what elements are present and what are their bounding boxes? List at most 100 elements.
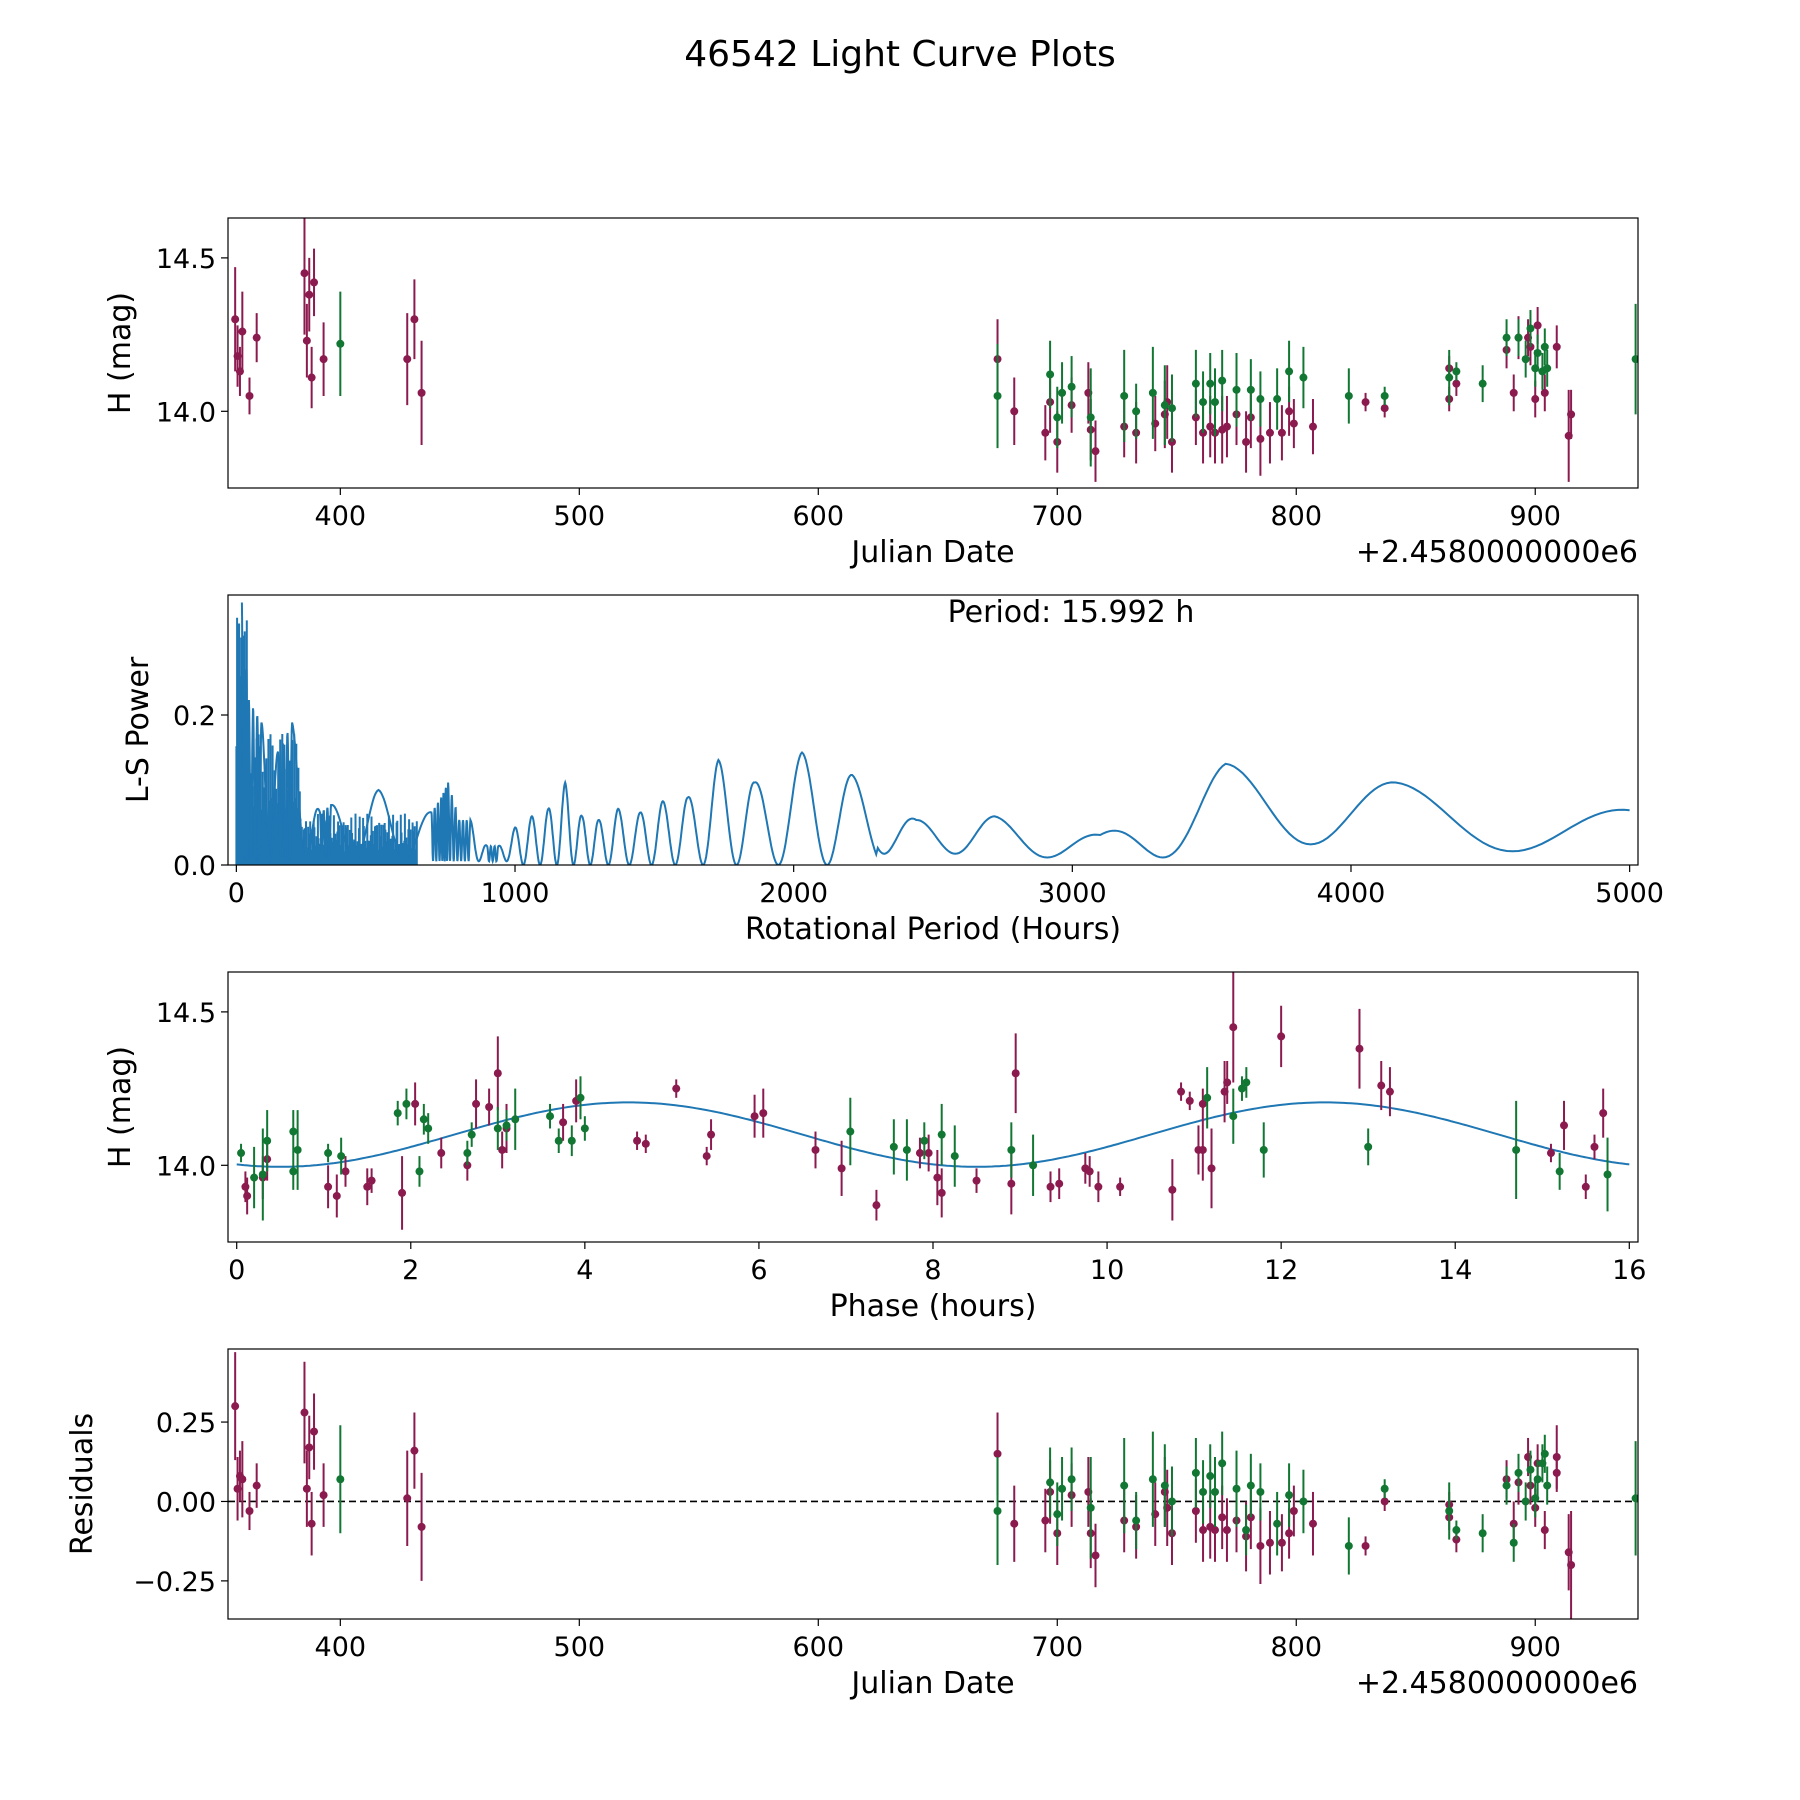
x-tick-label: 900 bbox=[1509, 1632, 1561, 1663]
data-point bbox=[1285, 367, 1294, 376]
data-point bbox=[1055, 1179, 1064, 1188]
data-point bbox=[1555, 1167, 1564, 1176]
data-point bbox=[972, 1176, 981, 1185]
periodogram-xlabel: Rotational Period (Hours) bbox=[745, 912, 1121, 947]
x-tick-label: 500 bbox=[554, 1632, 606, 1663]
data-point bbox=[1058, 388, 1067, 397]
x-tick-label: 4 bbox=[576, 1255, 593, 1286]
data-point bbox=[1380, 1497, 1389, 1506]
x-tick-label: 600 bbox=[793, 1632, 845, 1663]
data-point bbox=[403, 1494, 412, 1503]
data-point bbox=[410, 1446, 419, 1455]
data-point bbox=[1361, 398, 1370, 407]
data-point bbox=[1509, 388, 1518, 397]
data-point bbox=[1120, 1481, 1129, 1490]
data-point bbox=[846, 1127, 855, 1136]
data-point bbox=[580, 1124, 589, 1133]
data-point bbox=[1120, 391, 1129, 400]
data-point bbox=[1344, 1541, 1353, 1550]
data-point bbox=[1206, 422, 1215, 431]
x-tick-label: 0 bbox=[228, 878, 245, 909]
x-tick-label: 400 bbox=[315, 1632, 367, 1663]
data-point bbox=[367, 1176, 376, 1185]
data-point bbox=[243, 1191, 252, 1200]
data-point bbox=[1289, 1507, 1298, 1515]
data-point bbox=[554, 1136, 563, 1145]
data-point bbox=[1242, 1078, 1251, 1087]
data-point bbox=[750, 1112, 759, 1121]
data-point bbox=[310, 1427, 319, 1436]
data-point bbox=[241, 1182, 250, 1191]
data-point bbox=[319, 355, 328, 364]
data-point bbox=[307, 373, 316, 382]
data-point bbox=[1256, 1541, 1265, 1550]
data-point bbox=[1198, 1145, 1207, 1154]
data-point bbox=[1445, 373, 1454, 382]
data-point bbox=[1631, 355, 1638, 364]
data-point bbox=[1599, 1109, 1608, 1118]
data-point bbox=[1385, 1087, 1394, 1096]
data-point bbox=[993, 1449, 1002, 1458]
data-point bbox=[1540, 1449, 1549, 1458]
data-point bbox=[1509, 1538, 1518, 1547]
y-tick-label: 14.5 bbox=[156, 244, 216, 275]
y-tick-label: 0.25 bbox=[156, 1408, 216, 1439]
period-annotation: Period: 15.992 h bbox=[948, 595, 1195, 630]
data-point bbox=[1560, 1121, 1569, 1130]
data-point bbox=[707, 1130, 716, 1139]
residuals-offset-label: +2.4580000000e6 bbox=[1356, 1666, 1638, 1701]
data-point bbox=[1265, 428, 1274, 437]
data-point bbox=[1603, 1170, 1612, 1179]
lightcurve-xlabel: Julian Date bbox=[849, 535, 1014, 570]
data-point bbox=[424, 1124, 433, 1133]
data-point bbox=[1199, 398, 1208, 407]
data-point bbox=[567, 1136, 576, 1145]
data-point bbox=[1203, 1093, 1212, 1102]
data-point bbox=[1116, 1182, 1125, 1191]
errorbar-points bbox=[237, 972, 1612, 1230]
data-point bbox=[937, 1130, 946, 1139]
data-point bbox=[252, 333, 261, 342]
data-point bbox=[1199, 1487, 1208, 1496]
data-point bbox=[1452, 367, 1461, 376]
data-point bbox=[1132, 407, 1141, 416]
data-point bbox=[1242, 1526, 1251, 1535]
x-tick-label: 1000 bbox=[481, 878, 550, 909]
data-point bbox=[1256, 434, 1265, 443]
y-tick-label: 14.0 bbox=[156, 1151, 216, 1182]
data-point bbox=[332, 1191, 341, 1200]
data-point bbox=[1206, 379, 1215, 388]
data-point bbox=[702, 1152, 711, 1161]
data-point bbox=[915, 1149, 924, 1158]
data-point bbox=[1132, 1516, 1141, 1525]
data-point bbox=[641, 1139, 650, 1148]
data-point bbox=[502, 1121, 511, 1130]
data-point bbox=[1160, 1481, 1169, 1490]
data-point bbox=[1232, 1484, 1241, 1493]
x-tick-label: 4000 bbox=[1317, 878, 1386, 909]
data-point bbox=[363, 1182, 372, 1191]
residuals-xlabel: Julian Date bbox=[849, 1666, 1014, 1701]
data-point bbox=[1526, 1465, 1535, 1474]
data-point bbox=[1543, 1481, 1552, 1490]
residuals-panel: 400 500 600 700 800 900 0.25 0.00 −0.25 Julian D… bbox=[65, 1348, 1639, 1701]
data-point bbox=[1361, 1541, 1370, 1550]
data-point bbox=[1167, 404, 1176, 413]
data-point bbox=[1191, 1468, 1200, 1477]
data-point bbox=[546, 1112, 555, 1121]
periodogram-ylabel: L-S Power bbox=[121, 656, 156, 803]
data-point bbox=[1502, 1481, 1511, 1490]
data-point bbox=[1010, 1519, 1019, 1528]
lightcurve-panel: 400 500 600 700 800 900 14.0 14.5 Julian Date +… bbox=[103, 217, 1639, 570]
data-point bbox=[576, 1093, 585, 1102]
fit-curve bbox=[236, 1101, 1630, 1168]
phased-frame bbox=[227, 971, 1639, 1243]
data-point bbox=[293, 1145, 302, 1154]
data-point bbox=[245, 391, 254, 400]
data-point bbox=[1567, 1561, 1576, 1569]
data-point bbox=[1223, 1078, 1232, 1087]
data-point bbox=[1041, 1516, 1050, 1525]
data-point bbox=[993, 391, 1002, 400]
data-point bbox=[1521, 355, 1530, 364]
data-point bbox=[1273, 395, 1282, 404]
